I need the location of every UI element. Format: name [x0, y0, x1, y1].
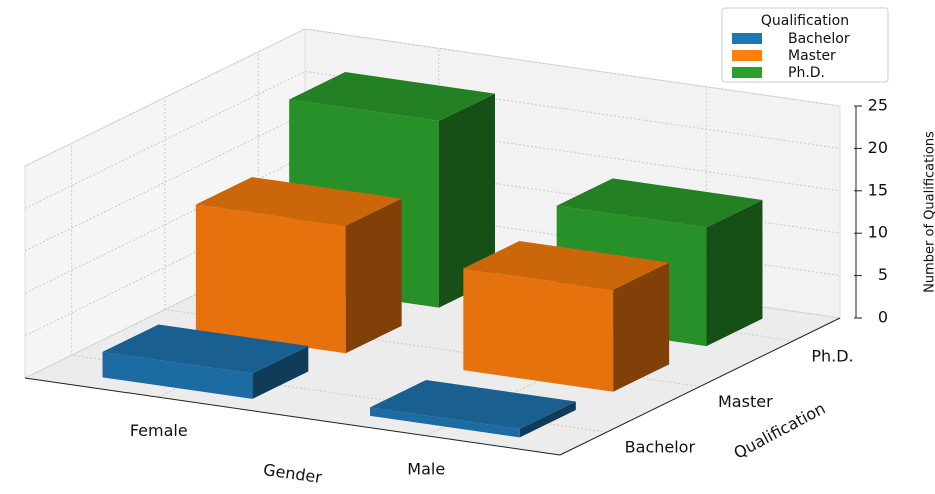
bar-top-face [102, 324, 309, 374]
bar-right-face [519, 401, 576, 438]
bar-front-face [370, 407, 520, 438]
z-tick-label: 5 [878, 265, 888, 284]
x-axis [24, 377, 561, 456]
bar-top-face [289, 72, 495, 122]
bar-right-face [345, 198, 402, 354]
z-tick-label: 10 [868, 223, 888, 242]
legend-label: Ph.D. [788, 65, 825, 81]
grid-line [426, 86, 707, 437]
x-tick-label: Female [130, 421, 188, 440]
bar-top-face [556, 178, 763, 228]
bar-top-face [195, 177, 402, 227]
legend-swatch [732, 67, 762, 78]
bar-front-face [195, 204, 346, 354]
grid-line [24, 70, 841, 209]
z-tick-label: 25 [868, 96, 888, 115]
x-tick-label: Male [407, 459, 445, 478]
z-tick-label: 15 [868, 180, 888, 199]
z-tick-label: 20 [868, 138, 888, 157]
grid-line [24, 113, 841, 252]
legend-swatch [732, 33, 762, 44]
bar-front-face [102, 351, 253, 399]
legend-swatch [732, 50, 762, 61]
bar-right-face [706, 199, 763, 347]
z-axis-label: Number of Qualifications [923, 131, 935, 293]
bar-top-face [370, 379, 576, 429]
y-axis [559, 317, 841, 456]
bar-right-face [438, 93, 495, 308]
legend-label: Master [788, 48, 836, 64]
x-axis-label: Gender [262, 460, 323, 487]
plot-area [23, 28, 842, 456]
bar-front-face [463, 268, 614, 392]
grid-line [24, 28, 841, 167]
legend-label: Bachelor [788, 31, 850, 47]
y-tick-label: Bachelor [625, 438, 696, 457]
bar-right-face [252, 346, 309, 399]
legend-title: Qualification [761, 13, 849, 29]
z-tick-label: 0 [878, 308, 888, 327]
bar-top-face [463, 241, 670, 290]
y-tick-label: Master [718, 392, 773, 411]
bar-right-face [613, 262, 670, 392]
legend-box [721, 7, 889, 83]
y-tick-label: Ph.D. [811, 346, 853, 365]
